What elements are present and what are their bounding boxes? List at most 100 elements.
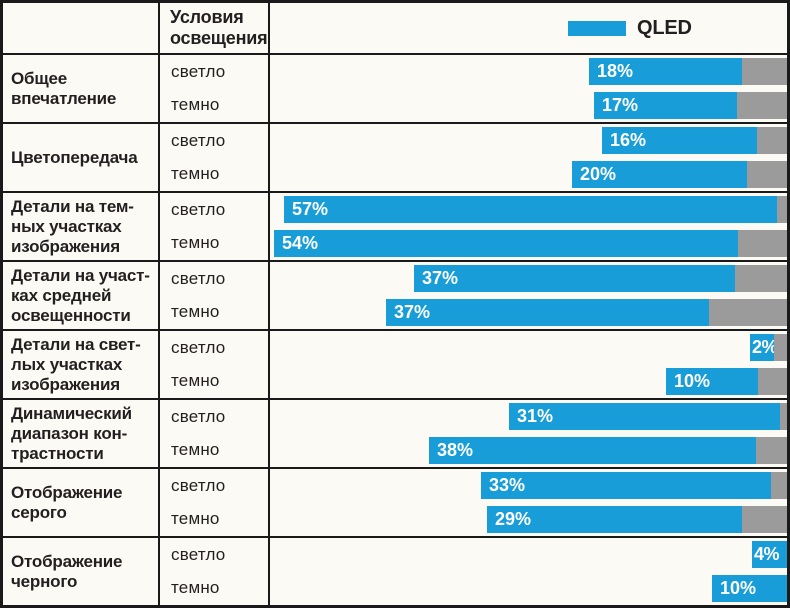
bar-line-dark: 20%: [270, 158, 787, 192]
bar-line-light: 2%: [270, 331, 787, 365]
bar-remainder: [747, 160, 787, 188]
bar-value-label: 37%: [422, 268, 459, 289]
qled-bar: 2%: [750, 334, 778, 362]
qled-bar: 33%: [481, 472, 771, 500]
bar-value-label: 33%: [489, 475, 526, 496]
legend-cell: QLED: [268, 3, 787, 53]
bar-value-label: 4%: [754, 544, 780, 565]
bar-line-dark: 17%: [270, 89, 787, 123]
bar-value-label: 57%: [292, 199, 329, 220]
bar-remainder: [735, 265, 787, 293]
bar-line-light: 57%: [270, 193, 787, 227]
legend-series-label: QLED: [637, 16, 692, 39]
condition-label-light: светло: [171, 475, 226, 495]
category-label: Отображение серого: [11, 482, 123, 522]
condition-label-dark: темно: [171, 440, 220, 460]
conditions-cell: светло темно: [158, 193, 268, 260]
bar-value-label: 18%: [597, 61, 634, 82]
bar-value-label: 10%: [674, 370, 711, 391]
bar-value-label: 2%: [752, 337, 778, 358]
conditions-cell: светло темно: [158, 331, 268, 398]
condition-label-light: светло: [171, 406, 226, 426]
bar-value-label: 29%: [495, 508, 532, 529]
bar-line-dark: 38%: [270, 434, 787, 468]
condition-label-dark: темно: [171, 509, 220, 529]
condition-label-light: светло: [171, 544, 226, 564]
legend: QLED: [568, 17, 692, 40]
bar-line-dark: 54%: [270, 227, 787, 261]
bar-line-dark: 10%: [270, 572, 787, 606]
legend-swatch-icon: [568, 20, 626, 36]
conditions-header-title: Условия освещения: [170, 7, 268, 48]
bar-line-light: 18%: [270, 55, 787, 89]
condition-label-dark: темно: [171, 233, 220, 253]
condition-label-light: светло: [171, 199, 226, 219]
header-row: Условия освещения QLED: [3, 3, 787, 53]
bars-cell: 57% 54%: [268, 193, 787, 260]
qled-bar: 17%: [594, 91, 737, 119]
condition-label-dark: темно: [171, 578, 220, 598]
bar-remainder: [737, 91, 787, 119]
category-label: Детали на свет- лых участках изображения: [11, 334, 141, 394]
conditions-cell: светло темно: [158, 469, 268, 536]
bar-value-label: 10%: [720, 577, 757, 598]
category-cell: Отображение серого: [3, 469, 158, 536]
header-empty-cell: [3, 3, 158, 53]
qled-bar: 18%: [589, 58, 742, 86]
category-cell: Динамический диапазон кон- трастности: [3, 400, 158, 467]
condition-label-light: светло: [171, 268, 226, 288]
condition-label-dark: темно: [171, 371, 220, 391]
bar-remainder: [757, 127, 787, 155]
category-cell: Детали на участ- ках средней освещенност…: [3, 262, 158, 329]
bar-line-light: 37%: [270, 262, 787, 296]
qled-bar: 16%: [602, 127, 757, 155]
category-label: Динамический диапазон кон- трастности: [11, 403, 132, 463]
condition-label-light: светло: [171, 337, 226, 357]
category-row: Отображение серого светло темно 33% 29%: [3, 467, 787, 536]
bars-cell: 16% 20%: [268, 124, 787, 191]
bars-cell: 33% 29%: [268, 469, 787, 536]
conditions-cell: светло темно: [158, 538, 268, 605]
conditions-header-cell: Условия освещения: [158, 3, 268, 53]
bar-remainder: [742, 505, 787, 533]
bars-cell: 31% 38%: [268, 400, 787, 467]
category-cell: Цветопередача: [3, 124, 158, 191]
bars-cell: 4% 10%: [268, 538, 787, 605]
bar-line-light: 31%: [270, 400, 787, 434]
bar-remainder: [780, 403, 787, 431]
condition-label-dark: темно: [171, 95, 220, 115]
bar-remainder: [758, 367, 787, 395]
bars-cell: 37% 37%: [268, 262, 787, 329]
condition-label-dark: темно: [171, 302, 220, 322]
bar-line-light: 4%: [270, 538, 787, 572]
conditions-cell: светло темно: [158, 124, 268, 191]
qled-bar: 54%: [274, 229, 738, 257]
bar-remainder: [742, 58, 787, 86]
bar-line-dark: 29%: [270, 503, 787, 537]
bar-remainder: [777, 196, 787, 224]
category-cell: Общее впечатление: [3, 55, 158, 122]
category-label: Детали на участ- ках средней освещенност…: [11, 265, 150, 325]
bar-line-light: 16%: [270, 124, 787, 158]
bar-line-light: 33%: [270, 469, 787, 503]
qled-bar: 57%: [284, 196, 777, 224]
category-row: Отображение черного светло темно 4% 10%: [3, 536, 787, 605]
bar-remainder: [709, 298, 787, 326]
conditions-cell: светло темно: [158, 262, 268, 329]
bar-value-label: 54%: [282, 232, 319, 253]
bar-line-dark: 10%: [270, 365, 787, 399]
qled-bar: 29%: [487, 505, 742, 533]
condition-label-light: светло: [171, 61, 226, 81]
qled-bar: 31%: [509, 403, 780, 431]
bar-remainder: [771, 472, 787, 500]
bar-value-label: 16%: [610, 130, 647, 151]
bar-value-label: 20%: [580, 163, 617, 184]
bar-value-label: 38%: [437, 439, 474, 460]
category-row: Детали на свет- лых участках изображения…: [3, 329, 787, 398]
category-row: Динамический диапазон кон- трастности св…: [3, 398, 787, 467]
category-cell: Детали на свет- лых участках изображения: [3, 331, 158, 398]
category-label: Цветопередача: [11, 147, 138, 167]
qled-bar: 4%: [752, 541, 787, 569]
category-row: Детали на тем- ных участках изображения …: [3, 191, 787, 260]
